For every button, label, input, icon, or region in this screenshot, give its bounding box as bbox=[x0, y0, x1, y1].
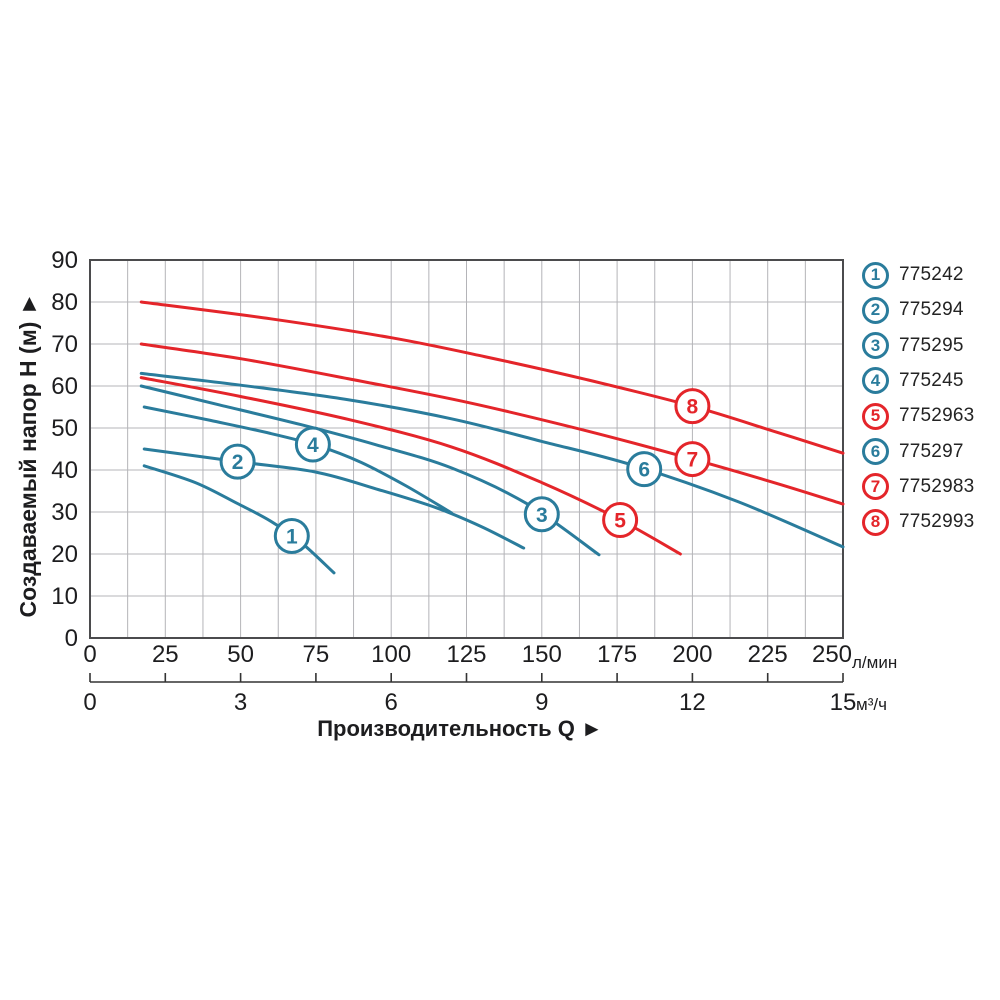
legend-item-article: 7752963 bbox=[899, 405, 975, 427]
legend-item-article: 775242 bbox=[899, 264, 964, 285]
curve-markers: 1 2 3 4 5 6 7 8 bbox=[219, 388, 711, 554]
legend-item-article: 775294 bbox=[899, 299, 964, 321]
curve-marker-3: 3 bbox=[523, 496, 560, 533]
legend-item: 7 7752983 bbox=[862, 470, 974, 504]
legend-item-article: 7752983 bbox=[899, 475, 975, 497]
x-tick-label-lmin: 0 bbox=[83, 641, 96, 668]
x-tick-label-lmin: 150 bbox=[522, 641, 562, 668]
x-tick-label-lmin: 250 bbox=[812, 641, 852, 668]
curve-775297 bbox=[139, 371, 845, 549]
legend-item-article: 7752993 bbox=[899, 511, 975, 533]
curve-marker-5: 5 bbox=[602, 502, 639, 538]
curve-marker-7: 7 bbox=[674, 441, 711, 478]
x-tick-label-lmin: 50 bbox=[227, 641, 254, 668]
legend-item-number-badge: 1 bbox=[862, 261, 889, 289]
x-tick-label-m3h: 12 bbox=[679, 689, 706, 716]
x-tick-label-m3h: 3 bbox=[234, 689, 247, 716]
legend-item: 3 775295 bbox=[862, 329, 964, 363]
x-tick-label-m3h: 15 bbox=[830, 689, 857, 716]
y-tick-label: 10 bbox=[51, 583, 78, 610]
y-tick-label: 50 bbox=[51, 415, 78, 442]
curve-marker-number: 8 bbox=[687, 396, 699, 419]
curve-marker-6: 6 bbox=[626, 451, 663, 488]
curve-7752983 bbox=[139, 342, 845, 506]
curve-marker-number: 5 bbox=[614, 510, 626, 533]
x-tick-label-lmin: 25 bbox=[152, 641, 179, 668]
x-tick-label-lmin: 225 bbox=[748, 641, 788, 668]
curve-775295 bbox=[139, 384, 601, 557]
x-tick-label-lmin: 175 bbox=[597, 641, 637, 668]
unit-m3h: м³/ч bbox=[856, 695, 887, 714]
legend-item-number-badge: 4 bbox=[862, 367, 889, 395]
curve-marker-number: 7 bbox=[687, 449, 699, 472]
y-tick-label: 0 bbox=[65, 625, 78, 652]
curve-marker-number: 3 bbox=[536, 504, 548, 527]
curve-marker-4: 4 bbox=[294, 426, 331, 463]
unit-lmin: л/мин bbox=[852, 653, 897, 672]
x-axis-lmin-labels: 0 25 50 75 100 125 150 175 200 225 250 bbox=[83, 641, 852, 668]
curve-775242 bbox=[142, 464, 336, 575]
y-tick-label: 30 bbox=[51, 499, 78, 526]
x-tick-label-m3h: 6 bbox=[385, 689, 398, 716]
plot-frame bbox=[89, 259, 844, 639]
x-tick-label-lmin: 75 bbox=[303, 641, 330, 668]
legend: 1 775242 2 775294 3 775295 4 775245 5 7752963 6 775… bbox=[862, 0, 1000, 560]
x-axis-title: Производительность Q ► bbox=[317, 716, 603, 741]
y-tick-label: 60 bbox=[51, 373, 78, 400]
curve-marker-number: 6 bbox=[638, 459, 650, 482]
legend-item-article: 775297 bbox=[899, 440, 964, 462]
legend-item: 1 775242 bbox=[862, 258, 964, 292]
curve-marker-number: 2 bbox=[232, 451, 244, 474]
legend-item: 6 775297 bbox=[862, 435, 964, 469]
legend-item: 2 775294 bbox=[862, 293, 964, 327]
legend-item-number-badge: 7 bbox=[862, 473, 889, 501]
grid bbox=[90, 260, 843, 638]
legend-item: 4 775245 bbox=[862, 364, 964, 398]
y-tick-label: 40 bbox=[51, 457, 78, 484]
legend-item-number-badge: 3 bbox=[862, 332, 889, 360]
y-tick-label: 80 bbox=[51, 289, 78, 316]
legend-item: 5 7752963 bbox=[862, 399, 974, 433]
legend-item-number-badge: 6 bbox=[862, 438, 889, 465]
y-tick-label: 20 bbox=[51, 541, 78, 568]
curve-marker-2: 2 bbox=[219, 443, 256, 480]
legend-item-number-badge: 8 bbox=[862, 508, 889, 536]
x-tick-label-lmin: 200 bbox=[672, 641, 712, 668]
y-axis-title: Создаваемый напор H (м) ► bbox=[15, 292, 41, 617]
x-tick-label-m3h: 0 bbox=[83, 689, 96, 716]
x-tick-label-m3h: 9 bbox=[535, 689, 548, 716]
legend-item-number-badge: 5 bbox=[862, 402, 889, 430]
legend-item-article: 775295 bbox=[899, 334, 964, 356]
legend-item-article: 775245 bbox=[899, 369, 964, 391]
curve-marker-number: 1 bbox=[286, 525, 298, 548]
legend-item: 8 7752993 bbox=[862, 505, 974, 539]
secondary-axis bbox=[89, 673, 844, 683]
y-tick-label: 70 bbox=[51, 331, 78, 358]
curve-marker-number: 4 bbox=[307, 434, 319, 457]
y-tick-label: 90 bbox=[51, 247, 78, 274]
curve-marker-8: 8 bbox=[674, 388, 711, 425]
curve-7752993 bbox=[139, 300, 845, 455]
x-tick-label-lmin: 125 bbox=[446, 641, 486, 668]
curve-marker-1: 1 bbox=[273, 517, 310, 554]
x-tick-label-lmin: 100 bbox=[371, 641, 411, 668]
legend-item-number-badge: 2 bbox=[862, 296, 889, 324]
curves bbox=[139, 300, 845, 575]
